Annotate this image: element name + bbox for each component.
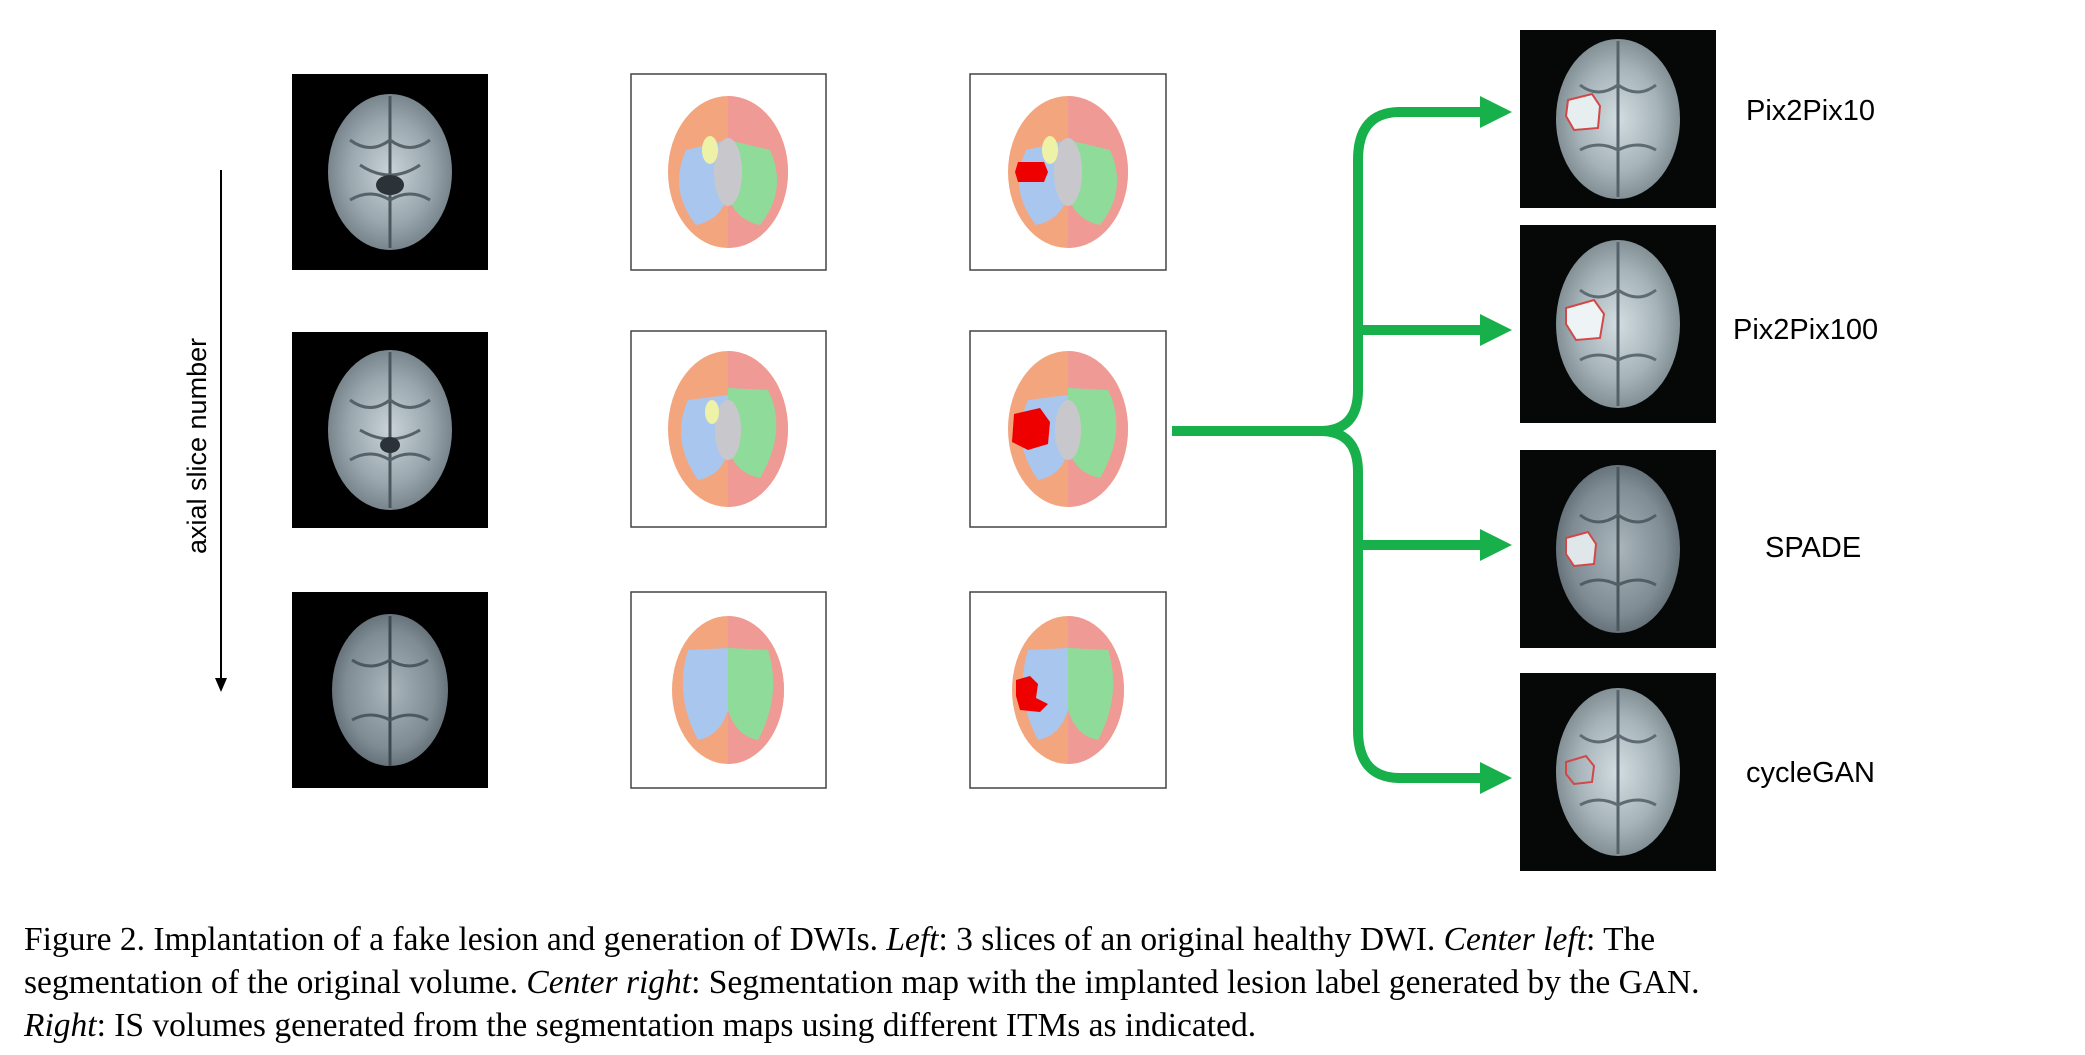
generated-dwi-3 (1520, 450, 1716, 648)
method-label-spade: SPADE (1765, 532, 1862, 564)
caption-text-4: segmentation of the original volume. (24, 964, 527, 1001)
caption-figure-label: Figure 2. (24, 921, 145, 958)
segmentation-column (630, 73, 827, 789)
method-label-pix2pix100: Pix2Pix100 (1733, 314, 1879, 346)
caption-text-1: Implantation of a fake lesion and genera… (144, 921, 887, 958)
method-label-pix2pix10: Pix2Pix10 (1746, 95, 1875, 127)
lesion-outline (1564, 92, 1602, 132)
generated-dwi-4 (1520, 673, 1716, 871)
axial-slice-arrow (215, 170, 227, 692)
branch-arrows (1172, 107, 1488, 783)
lesion-outline (1565, 298, 1606, 342)
arrowheads (1480, 96, 1512, 794)
method-label-cyclegan: cycleGAN (1746, 757, 1875, 789)
lesion-outline (1565, 754, 1596, 786)
caption-right-label: Right (24, 1007, 97, 1044)
caption-text-6: : IS volumes generated from the segmenta… (96, 1007, 1257, 1044)
axial-slice-label: axial slice number (182, 337, 212, 554)
lesion-segmentation-slice-2 (969, 330, 1167, 528)
caption-text-5: : Segmentation map with the implanted le… (691, 964, 1700, 1001)
lesion-outline (1565, 530, 1598, 568)
dwi-slice-2 (292, 332, 488, 528)
lesion-mark (1016, 676, 1048, 712)
lesion-segmentation-slice-1 (969, 73, 1167, 271)
caption-line-3: Right: IS volumes generated from the seg… (24, 1004, 2064, 1047)
dwi-slice-1 (292, 74, 488, 270)
caption-center-right-label: Center right (526, 964, 692, 1001)
caption-center-left-label: Center left (1443, 921, 1586, 958)
lesion-segmentation-column (969, 73, 1167, 789)
lesion-mark (1012, 408, 1050, 450)
caption-text-3: : The (1586, 921, 1656, 958)
segmentation-slice-3 (630, 591, 827, 789)
segmentation-slice-1 (630, 73, 827, 271)
caption-line-1: Figure 2. Implantation of a fake lesion … (24, 918, 2064, 961)
lesion-segmentation-slice-3 (969, 591, 1167, 789)
generated-dwi-column (1520, 30, 1716, 871)
dwi-slice-3 (292, 592, 488, 788)
figure-caption: Figure 2. Implantation of a fake lesion … (24, 918, 2064, 1047)
generated-dwi-1 (1520, 30, 1716, 208)
generated-dwi-2 (1520, 225, 1716, 423)
segmentation-slice-2 (630, 330, 827, 528)
lesion-mark (1015, 162, 1048, 182)
caption-line-2: segmentation of the original volume. Cen… (24, 961, 2064, 1004)
caption-text-2: : 3 slices of an original healthy DWI. (938, 921, 1444, 958)
original-dwi-column (292, 74, 488, 788)
caption-left-label: Left (886, 921, 939, 958)
